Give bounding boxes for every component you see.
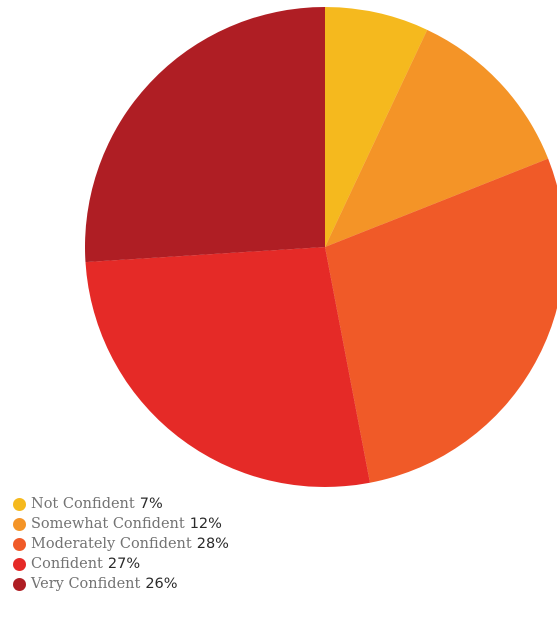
pie-slice-very-confident (84, 7, 325, 263)
pie-chart (84, 7, 557, 488)
pie-slice-somewhat-confident (325, 29, 549, 248)
legend-percentage: 28% (196, 536, 229, 552)
pie-slice-moderately-confident (325, 158, 557, 483)
legend-swatch-icon (13, 497, 26, 511)
legend-swatch-icon (13, 517, 26, 531)
legend-label: Very Confident (31, 576, 141, 592)
chart-legend: Not Confident 7% Somewhat Confident 12% Mode… (13, 494, 229, 594)
legend-swatch-icon (13, 537, 26, 551)
legend-label: Somewhat Confident (31, 516, 185, 532)
legend-percentage: 27% (107, 556, 141, 572)
legend-item-moderately-confident: Moderately Confident 28% (13, 534, 229, 554)
pie-slice-not-confident (325, 7, 428, 247)
legend-item-not-confident: Not Confident 7% (13, 494, 229, 514)
legend-item-confident: Confident 27% (13, 554, 229, 574)
pie-slice-confident (85, 247, 370, 488)
legend-percentage: 7% (139, 496, 163, 512)
legend-label: Not Confident (31, 496, 135, 512)
legend-item-very-confident: Very Confident 26% (13, 574, 229, 594)
legend-percentage: 12% (189, 516, 222, 532)
legend-label: Confident (31, 556, 103, 572)
legend-percentage: 26% (145, 576, 178, 592)
legend-item-somewhat-confident: Somewhat Confident 12% (13, 514, 229, 534)
legend-swatch-icon (13, 577, 26, 591)
legend-label: Moderately Confident (31, 536, 192, 552)
legend-swatch-icon (13, 557, 26, 571)
